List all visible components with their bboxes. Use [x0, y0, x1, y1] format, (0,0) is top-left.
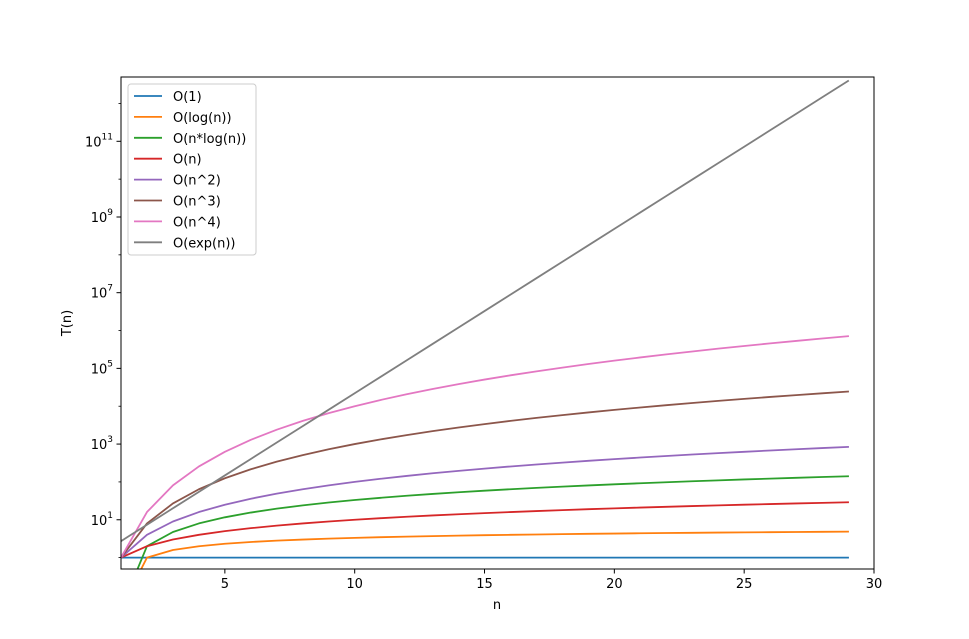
- series-line-6: [121, 335, 850, 559]
- plot-frame: [120, 76, 875, 570]
- x-tick-label: 25: [736, 577, 753, 592]
- x-tick-label: 30: [866, 577, 883, 592]
- x-tick-label: 5: [221, 577, 229, 592]
- legend-label: O(log(n)): [173, 111, 232, 126]
- series-line-5: [121, 390, 849, 559]
- legend-label: O(1): [173, 90, 202, 105]
- y-tick-label: 109: [91, 208, 114, 226]
- legend-label: O(n): [173, 153, 202, 168]
- y-tick-label: 101: [91, 511, 113, 529]
- legend: O(1) O(log(n)) O(n*log(n)) O(n) O(n^2) O(n^3)…: [127, 83, 257, 256]
- legend-label: O(n^2): [173, 174, 221, 189]
- legend-label: O(n*log(n)): [173, 132, 246, 147]
- y-axis-ticks: 101 103 105 107 109 1011: [85, 103, 121, 559]
- series-line-7: [121, 79, 850, 543]
- y-tick-label: 103: [91, 435, 113, 453]
- x-axis-label: n: [493, 598, 501, 613]
- x-tick-label: 20: [606, 577, 623, 592]
- legend-box: [127, 83, 257, 256]
- y-tick-label: 107: [91, 284, 113, 302]
- x-tick-label: 10: [346, 577, 363, 592]
- x-tick-label: 15: [476, 577, 493, 592]
- series-line-1: [140, 530, 849, 569]
- series-line-2: [136, 475, 849, 569]
- y-tick-label: 1011: [85, 132, 113, 150]
- series-line-4: [121, 445, 849, 559]
- legend-label: O(n^3): [173, 195, 221, 210]
- x-axis-ticks: 5 10 15 20 25 30: [221, 569, 883, 592]
- series-layer: [121, 79, 850, 569]
- legend-label: O(n^4): [173, 215, 221, 230]
- series-line-3: [121, 501, 849, 559]
- legend-label: O(exp(n)): [173, 236, 235, 251]
- y-axis-label: T(n): [60, 310, 75, 337]
- y-tick-label: 105: [91, 359, 113, 377]
